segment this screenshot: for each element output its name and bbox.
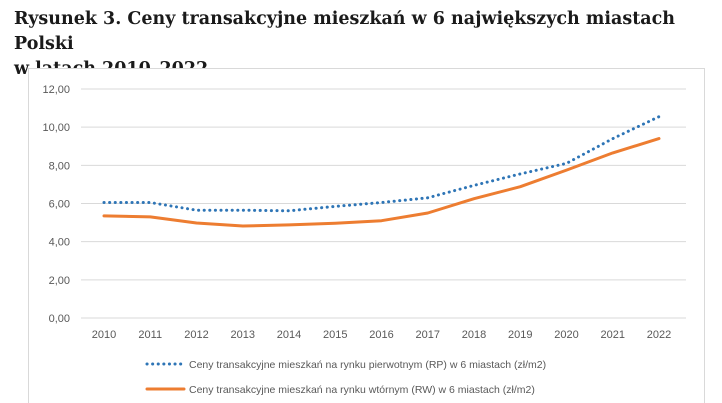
x-tick-label: 2013: [231, 329, 255, 341]
x-tick-label: 2015: [323, 329, 347, 341]
y-tick-label: 8,00: [49, 160, 70, 172]
x-tick-label: 2012: [184, 329, 208, 341]
x-tick-label: 2018: [462, 329, 486, 341]
figure-caption-line-1: Rysunek 3. Ceny transakcyjne mieszkań w …: [14, 9, 676, 54]
y-tick-label: 10,00: [42, 122, 70, 134]
x-tick-label: 2017: [416, 329, 440, 341]
series-lines: [102, 115, 661, 228]
x-tick-label: 2021: [601, 329, 625, 341]
chart-frame: 0,00 2,00 4,00 6,00 8,00 10,00 12,00 2010 2011 2…: [28, 68, 705, 403]
x-tick-label: 2011: [138, 329, 162, 341]
y-tick-label: 12,00: [42, 84, 70, 96]
y-axis-ticks: 0,00 2,00 4,00 6,00 8,00 10,00 12,00: [42, 84, 70, 325]
series-line-primary-market: [102, 115, 661, 213]
x-tick-label: 2020: [554, 329, 578, 341]
y-tick-label: 4,00: [49, 237, 70, 249]
x-tick-label: 2019: [508, 329, 532, 341]
x-axis-ticks: 2010 2011 2012 2013 2014 2015 2016 2017 2018 2019…: [92, 329, 671, 341]
y-tick-label: 6,00: [49, 199, 70, 211]
x-tick-label: 2016: [369, 329, 393, 341]
x-tick-label: 2022: [647, 329, 671, 341]
series-line-secondary-market: [102, 137, 661, 228]
x-tick-label: 2014: [277, 329, 301, 341]
y-tick-label: 2,00: [49, 275, 70, 287]
x-tick-label: 2010: [92, 329, 116, 341]
legend-label: Ceny transakcyjne mieszkań na rynku pier…: [189, 359, 546, 371]
y-tick-label: 0,00: [49, 313, 70, 325]
legend: Ceny transakcyjne mieszkań na rynku pier…: [145, 359, 546, 396]
legend-label: Ceny transakcyjne mieszkań na rynku wtór…: [189, 384, 535, 396]
